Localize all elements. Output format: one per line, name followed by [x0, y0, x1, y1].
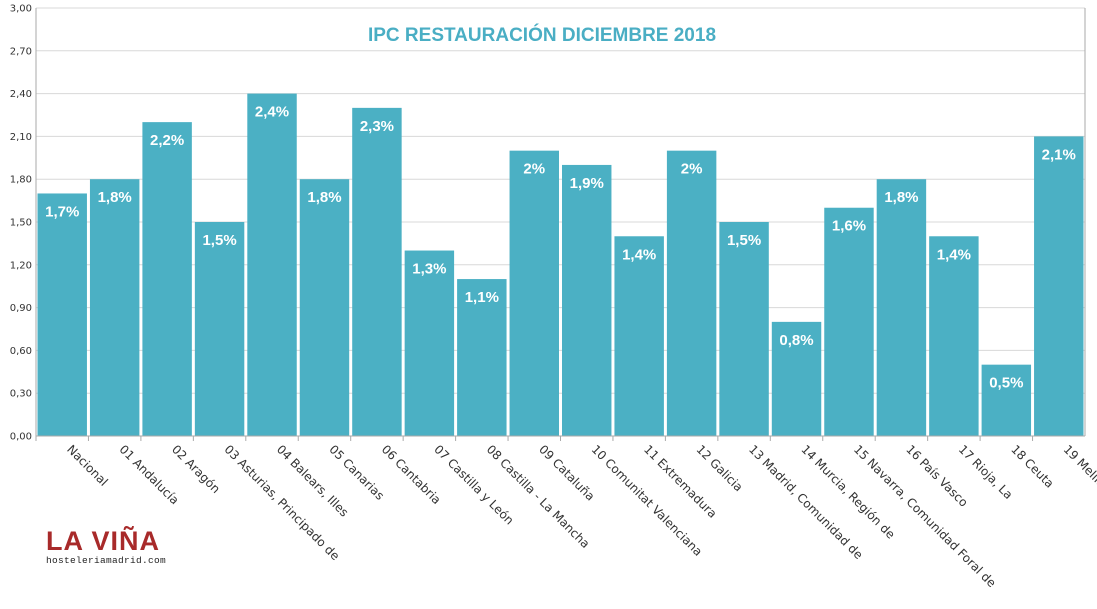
bar-value-label: 1,8%: [307, 189, 341, 206]
bar: [929, 236, 979, 436]
bar: [299, 179, 350, 436]
bar: [194, 222, 245, 436]
bar: [666, 150, 717, 436]
bar: [404, 250, 455, 436]
bar: [719, 222, 769, 436]
y-tick-label: 2,10: [10, 132, 32, 143]
bar: [614, 236, 664, 436]
x-tick-label: 02 Aragón: [169, 442, 223, 496]
x-tick-label: 10 Comunitat Valenciana: [589, 442, 706, 559]
y-tick-label: 3,00: [10, 4, 32, 15]
bar: [876, 179, 927, 436]
x-tick-label: 12 Galicia: [694, 442, 746, 494]
y-tick-label: 1,50: [10, 218, 32, 229]
bar: [1034, 136, 1084, 436]
x-tick-label: 03 Asturias, Principado de: [221, 442, 342, 563]
x-tick-label: 14 Murcia, Región de: [798, 442, 897, 541]
axes: [35, 8, 1086, 437]
y-tick-label: 2,40: [10, 89, 32, 100]
bar: [352, 107, 402, 436]
bar: [562, 164, 612, 436]
bar-value-label: 1,8%: [98, 189, 132, 206]
bar-value-label: 1,4%: [937, 246, 971, 263]
bar-value-label: 0,5%: [989, 375, 1023, 392]
y-tick-label: 0,00: [10, 432, 32, 443]
chart-title: IPC RESTAURACIÓN DICIEMBRE 2018: [368, 24, 716, 46]
bars: 1,7% 1,8% 2,2% 1,5% 2,4% 1,8% 2,3% 1,3% 1,1% 2% 1,…: [37, 93, 1084, 436]
bar: [247, 93, 297, 436]
bar: [142, 122, 192, 436]
y-tick-label: 0,60: [10, 346, 32, 357]
bar-value-label: 1,4%: [622, 246, 656, 263]
x-tick-label: 08 Castilla - La Mancha: [484, 442, 593, 551]
bar-value-label: 1,5%: [727, 232, 761, 249]
y-tick-label: 1,80: [10, 175, 32, 186]
bar-value-label: 1,3%: [412, 261, 446, 278]
y-tick-label: 0,30: [10, 389, 32, 400]
gridlines: [36, 7, 1085, 437]
bar: [824, 207, 874, 436]
y-axis-ticks: 0,00 0,30 0,60 0,90 1,20 1,50 1,80 2,10 2,40 2,70…: [10, 4, 32, 443]
logo-subtitle: hosteleriamadrid.com: [46, 555, 167, 566]
bar-value-label: 1,1%: [465, 289, 499, 306]
bar-value-label: 1,6%: [832, 218, 866, 235]
bar-value-label: 2,2%: [150, 132, 184, 149]
bar-value-label: 2,3%: [360, 118, 394, 135]
bar: [981, 364, 1032, 436]
bar-value-label: 1,8%: [884, 189, 918, 206]
bar: [771, 321, 822, 436]
y-tick-label: 0,90: [10, 303, 32, 314]
bar-value-label: 1,7%: [45, 203, 79, 220]
bar-value-label: 1,5%: [202, 232, 236, 249]
x-tick-label: 19 Melilla: [1061, 442, 1097, 493]
bar-value-label: 2,4%: [255, 104, 289, 121]
y-tick-label: 1,20: [10, 260, 32, 271]
bar-value-label: 1,9%: [570, 175, 604, 192]
x-tick-label: Nacional: [64, 442, 111, 489]
bar: [509, 150, 559, 436]
bar-value-label: 0,8%: [779, 332, 813, 349]
bar: [457, 279, 507, 436]
brand-logo: LA VIÑA hosteleriamadrid.com: [46, 527, 166, 566]
bar: [89, 179, 140, 436]
logo-name: LA VIÑA: [46, 526, 160, 556]
y-tick-label: 2,70: [10, 46, 32, 57]
x-tick-label: 13 Madrid, Comunidad de: [746, 442, 866, 562]
bar-value-label: 2%: [681, 161, 703, 178]
bar-value-label: 2,1%: [1042, 146, 1076, 163]
bar: [37, 193, 87, 436]
x-tick-label: 18 Ceuta: [1008, 442, 1056, 490]
bar-value-label: 2%: [523, 161, 545, 178]
